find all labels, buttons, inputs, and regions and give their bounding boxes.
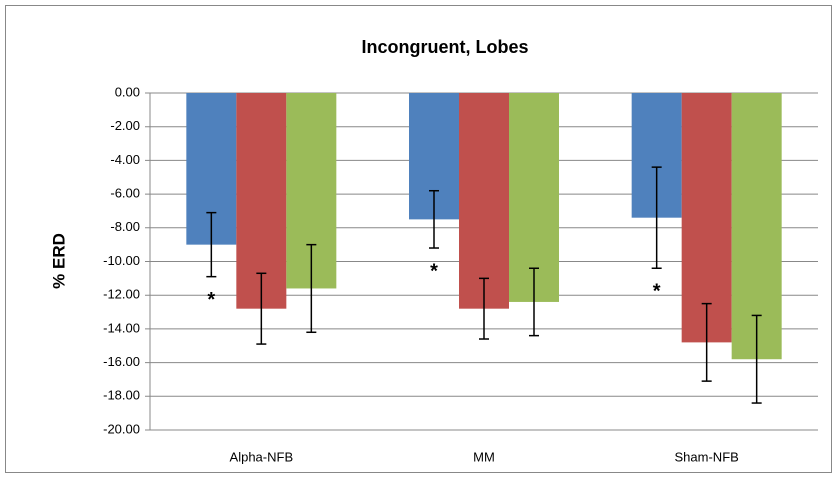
error-bar bbox=[256, 272, 267, 345]
error-bar bbox=[306, 243, 317, 334]
y-tick-label: -16.00 bbox=[103, 354, 140, 369]
bar bbox=[459, 93, 509, 309]
y-tick-label: -14.00 bbox=[103, 320, 140, 335]
chart-title: Incongruent, Lobes bbox=[361, 37, 528, 57]
x-tick-label: Sham-NFB bbox=[675, 449, 739, 464]
y-tick-label: -6.00 bbox=[110, 186, 140, 201]
y-tick-label: 0.00 bbox=[115, 84, 140, 99]
y-axis-title: % ERD bbox=[49, 233, 68, 289]
x-tick-label: Alpha-NFB bbox=[230, 449, 294, 464]
x-tick-label: MM bbox=[473, 449, 495, 464]
y-tick-label: -20.00 bbox=[103, 421, 140, 436]
error-bar bbox=[479, 277, 489, 340]
error-bar bbox=[701, 302, 712, 382]
error-bar bbox=[751, 314, 762, 404]
annotation: * bbox=[430, 260, 438, 282]
y-tick-label: -12.00 bbox=[103, 287, 140, 302]
error-bar bbox=[529, 267, 539, 337]
y-tick-label: -2.00 bbox=[110, 118, 140, 133]
y-tick-label: -10.00 bbox=[103, 253, 140, 268]
error-bar bbox=[206, 211, 217, 278]
y-tick-label: -8.00 bbox=[110, 219, 140, 234]
error-bar bbox=[429, 189, 439, 249]
bar bbox=[681, 93, 732, 343]
annotation: * bbox=[207, 289, 215, 311]
y-tick-label: -4.00 bbox=[110, 152, 140, 167]
bar bbox=[509, 93, 559, 302]
y-tick-label: -18.00 bbox=[103, 388, 140, 403]
annotation: * bbox=[653, 281, 661, 303]
error-bar bbox=[651, 166, 662, 269]
